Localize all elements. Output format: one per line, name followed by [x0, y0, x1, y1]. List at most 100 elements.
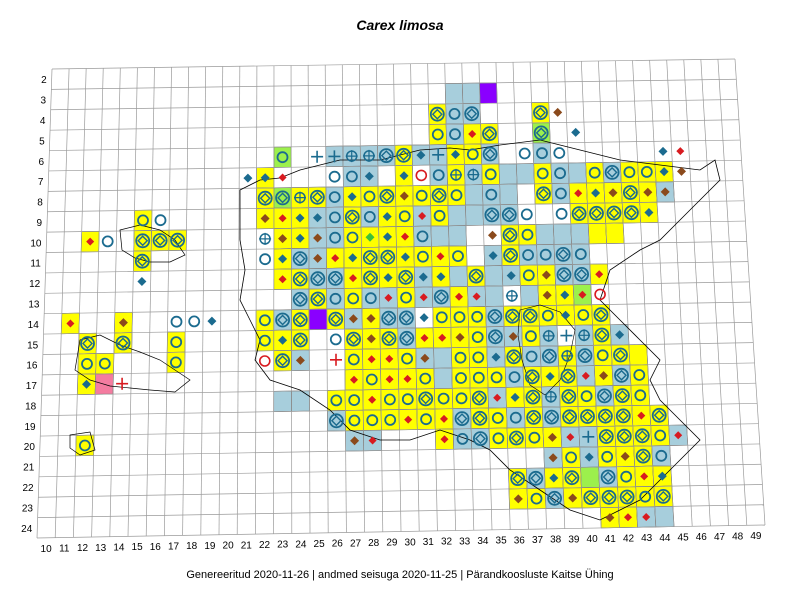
marker-circle-12-20: [79, 439, 91, 452]
grid-cell-22-14: [255, 309, 275, 331]
marker-crosshair-38-18: [544, 390, 557, 403]
grid-cell-34-9: [465, 204, 484, 226]
grid-cell-29-18: [380, 388, 400, 411]
y-label-10: 10: [30, 238, 42, 249]
marker-diamond-brown-35-10: [488, 230, 497, 240]
marker-diamond-brown-38-20: [547, 432, 557, 442]
marker-diamond-red-32-20: [440, 435, 449, 444]
grid-cell-35-13: [484, 285, 504, 307]
marker-diamond-circle-24-15: [292, 332, 308, 348]
marker-diamond-circle-36-10: [502, 227, 518, 243]
marker-crosshair-27-6: [345, 150, 358, 163]
x-label-37: 37: [532, 535, 544, 546]
coastline: [69, 139, 721, 521]
grid-cell-37-12: [519, 264, 539, 286]
grid-cell-44-24: [654, 506, 675, 528]
grid-cell-41-21: [597, 446, 617, 468]
marker-diamond-blue-41-8: [591, 188, 601, 198]
marker-diamond-brown-31-16: [420, 353, 430, 363]
marker-diamond-blue-19-14: [207, 316, 217, 326]
marker-circle-22-11: [259, 253, 272, 266]
grid-cell-35-7: [481, 163, 500, 185]
marker-diamond-circle-38-8: [536, 186, 551, 202]
marker-diamond-red-28-16: [367, 355, 376, 364]
marker-diamond-circle-24-12: [292, 271, 308, 287]
grid-cell-32-5: [428, 123, 447, 146]
marker-diamond-circle-41-14: [593, 307, 609, 323]
x-label-23: 23: [277, 540, 289, 551]
marker-circle-38-14: [542, 309, 554, 322]
marker-cross-25-6: [311, 150, 324, 163]
y-label-11: 11: [30, 259, 41, 270]
marker-cross-39-15: [560, 329, 573, 342]
y-label-22: 22: [22, 483, 34, 494]
marker-circle-37-9: [520, 208, 533, 221]
grid-cell-37-16: [522, 345, 542, 368]
marker-circle-40-14: [577, 309, 590, 321]
marker-diamond-circle-41-22: [600, 469, 616, 485]
grid-cell-36-19: [506, 407, 526, 429]
marker-circle-41-7: [588, 166, 601, 179]
marker-diamond-blue-24-9: [295, 213, 305, 223]
grid-cell-24-18: [291, 390, 310, 412]
x-label-10: 10: [41, 544, 53, 555]
grid-cell-35-17: [487, 366, 507, 389]
marker-diamond-circle-36-14: [505, 308, 520, 324]
marker-diamond-blue-29-10: [383, 232, 392, 242]
grid-cell-13-16: [95, 352, 115, 375]
marker-circle-38-11: [539, 248, 552, 261]
x-label-34: 34: [477, 536, 489, 547]
marker-cross-32-6: [432, 148, 445, 161]
marker-crosshair-36-13: [505, 289, 518, 302]
marker-diamond-circle-29-6: [378, 148, 394, 164]
marker-crosshair-38-15: [542, 329, 555, 342]
x-label-33: 33: [459, 536, 471, 547]
marker-circle-40-18: [580, 390, 593, 403]
marker-circle-39-6: [553, 147, 566, 159]
marker-diamond-blue-27-11: [348, 253, 358, 263]
marker-circle-35-19: [491, 412, 504, 424]
marker-circle-26-18: [330, 394, 343, 407]
marker-circle-15-9: [137, 214, 149, 227]
marker-diamond-brown-41-24: [605, 513, 615, 523]
grid-cell-37-20: [524, 427, 545, 449]
grid-cell-33-16: [451, 347, 470, 369]
marker-diamond-red-29-13: [384, 293, 393, 302]
grid-cell-38-11: [536, 244, 556, 266]
marker-diamond-red-40-8: [574, 189, 583, 198]
marker-diamond-blue-39-13: [560, 290, 570, 300]
marker-circle-37-20: [528, 431, 541, 444]
marker-diamond-red-11-14: [66, 319, 75, 328]
marker-diamond-brown-30-8: [399, 191, 409, 201]
marker-circle-37-10: [521, 228, 534, 241]
marker-diamond-circle-39-18: [561, 389, 577, 404]
marker-diamond-red-40-13: [578, 290, 587, 299]
marker-diamond-blue-25-9: [313, 213, 322, 223]
marker-circle-43-23: [639, 490, 652, 503]
marker-diamond-brown-23-10: [278, 234, 288, 244]
marker-diamond-circle-38-19: [544, 409, 559, 425]
grid-cell-23-6: [273, 146, 292, 168]
marker-diamond-circle-42-9: [606, 205, 622, 221]
marker-diamond-blue-27-8: [347, 192, 357, 202]
grid-cell-39-7: [550, 162, 570, 184]
marker-circle-43-7: [623, 166, 636, 179]
marker-diamond-red-30-10: [401, 232, 409, 241]
grid-cell-39-10: [552, 223, 572, 245]
marker-diamond-circle-14-15: [115, 335, 131, 351]
grid-cell-28-17: [362, 368, 382, 391]
marker-diamond-red-32-15: [438, 333, 447, 342]
marker-diamond-circle-38-16: [542, 348, 557, 364]
marker-circle-39-8: [555, 187, 567, 200]
marker-diamond-red-30-17: [403, 374, 412, 383]
marker-diamond-circle-42-23: [619, 489, 635, 505]
marker-circle-35-20: [492, 432, 505, 445]
marker-diamond-circle-32-8: [431, 187, 447, 203]
marker-circle-34-16: [472, 351, 485, 364]
map-footer: Genereeritud 2020-11-26 | andmed seisuga…: [186, 569, 614, 581]
marker-circle-31-11: [416, 250, 429, 263]
y-label-6: 6: [39, 157, 45, 168]
marker-circle-33-17: [455, 372, 467, 384]
marker-circle-41-21: [601, 450, 614, 463]
grid-cell-12-20: [75, 434, 95, 457]
